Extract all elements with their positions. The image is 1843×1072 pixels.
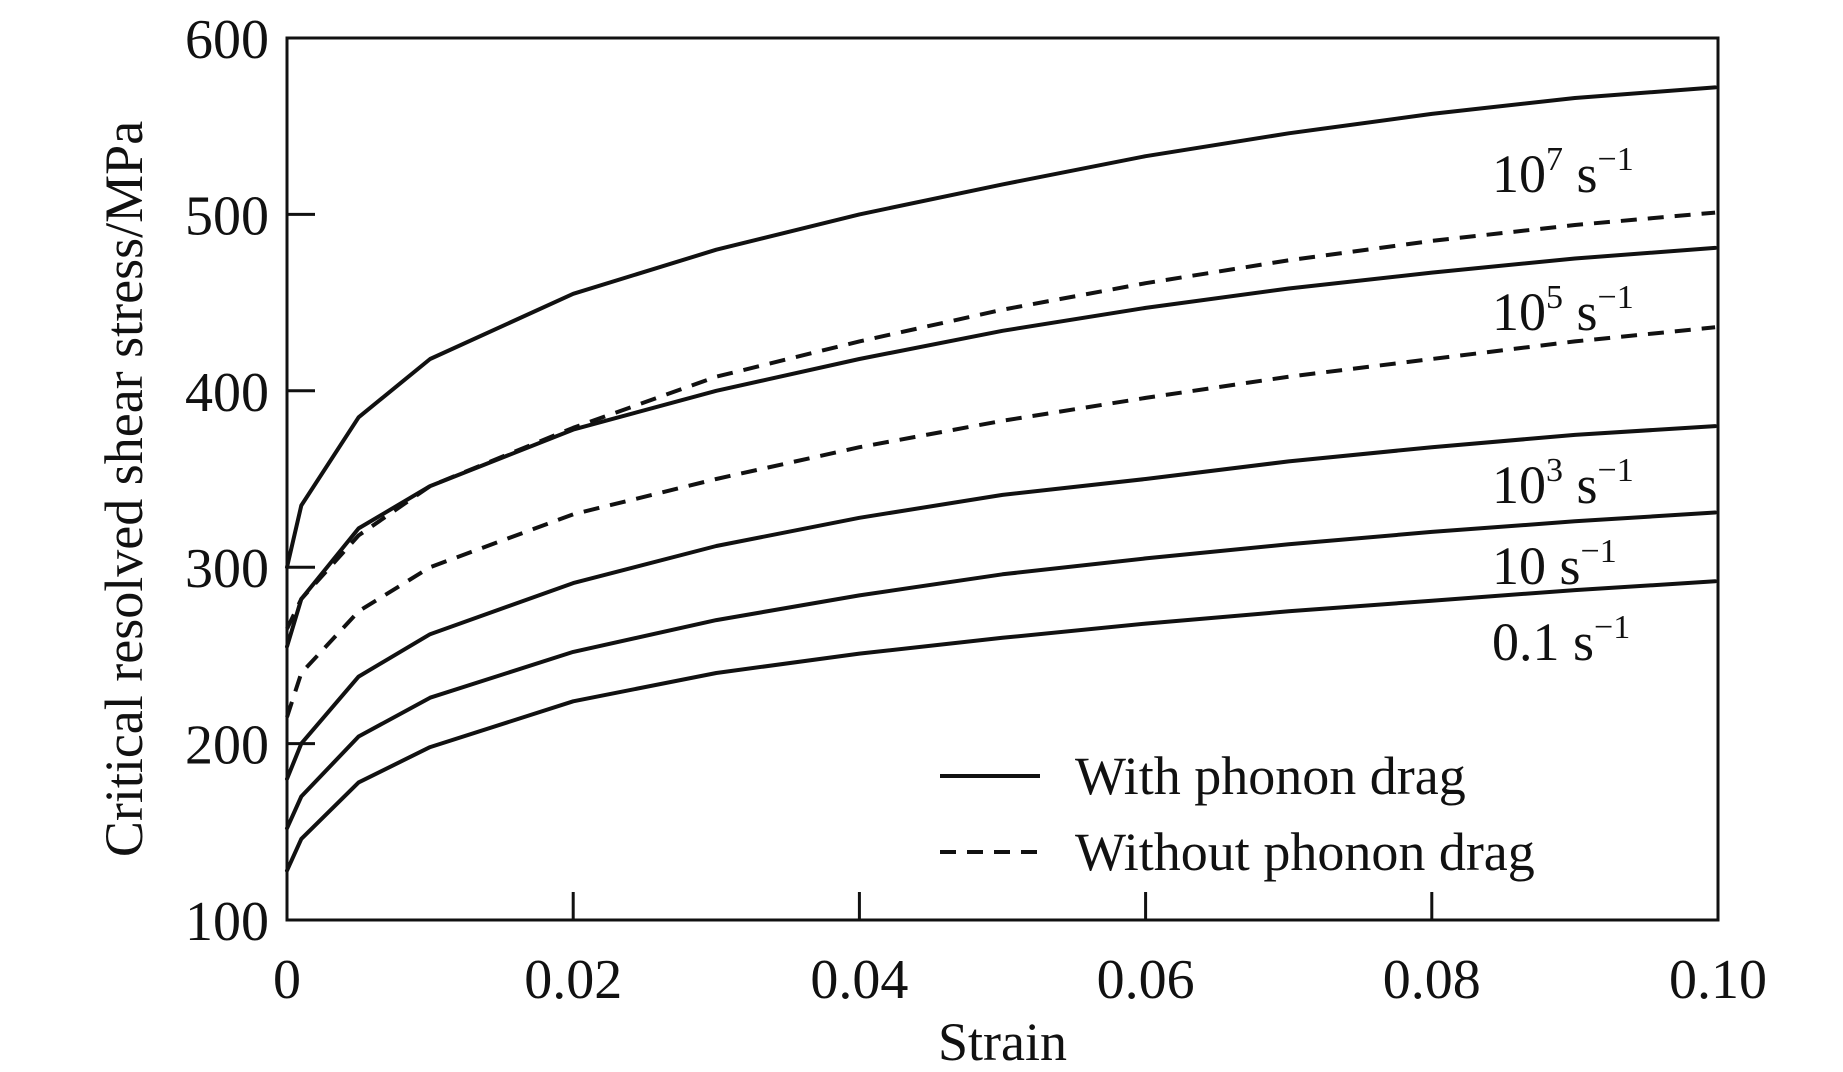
y-tick-label: 400 [185,362,269,424]
series-line-with-drag-10 [285,510,1718,831]
legend-label: Without phonon drag [1075,822,1535,882]
series-line-with-drag-1e5 [285,245,1718,649]
rate-label: 105 s−1 [1492,279,1634,342]
x-tick-label: 0.02 [524,949,622,1011]
y-axis-label: Critical resolved shear stress/MPa [94,121,154,857]
rate-label: 103 s−1 [1492,452,1634,515]
x-tick-label: 0.08 [1383,949,1481,1011]
ticks: 0 0.02 0.04 0.06 0.08 0.10 100 200 300 400 500 600 [185,9,1767,1011]
rate-label: 107 s−1 [1492,141,1634,204]
rate-annotations: 107 s−1 105 s−1 103 s−1 10 s−1 0.1 s−1 [1492,141,1634,672]
series-line-with-drag-1e3 [285,424,1718,781]
x-tick-label: 0.06 [1097,949,1195,1011]
series-line-without-drag-1e5 [285,325,1716,718]
y-tick-label: 200 [185,715,269,777]
x-tick-label: 0.10 [1669,949,1767,1011]
y-tick-label: 500 [185,185,269,247]
x-tick-label: 0 [273,949,301,1011]
y-tick-label: 600 [185,9,269,71]
series-line-with-drag-1e7 [285,85,1718,570]
legend-label: With phonon drag [1075,746,1466,806]
x-axis-label: Strain [938,1012,1067,1072]
y-tick-label: 100 [185,891,269,953]
y-tick-label: 300 [185,538,269,600]
series-line-with-drag-0p1 [285,579,1718,873]
rate-label: 10 s−1 [1492,533,1617,596]
legend: With phonon drag Without phonon drag [940,746,1535,882]
plot-lines [285,85,1718,873]
x-tick-label: 0.04 [810,949,908,1011]
rate-label: 0.1 s−1 [1492,609,1630,672]
axes [285,36,1720,922]
plot-frame [285,36,1720,922]
series-line-without-drag-1e7 [285,210,1716,630]
